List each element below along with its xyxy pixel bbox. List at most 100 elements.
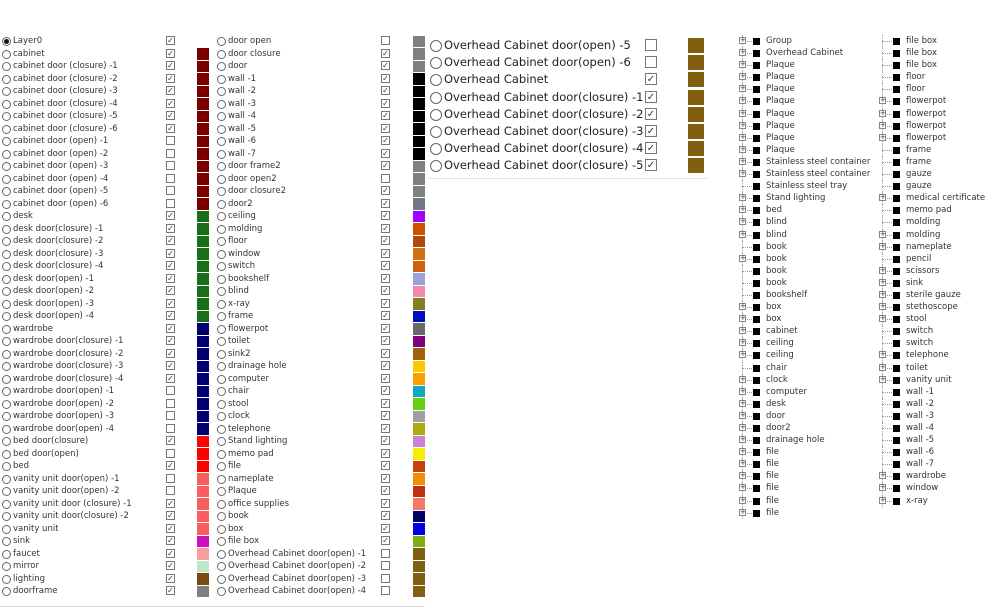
layer-visible-checkbox[interactable]: ✓ [166, 336, 175, 345]
expand-icon[interactable]: + [739, 217, 746, 226]
layer-visible-checkbox[interactable]: ✓ [381, 286, 390, 295]
layer-row[interactable]: frame ✓ [215, 310, 430, 323]
tree-node[interactable]: book [735, 264, 875, 277]
layer-color-swatch[interactable] [413, 123, 425, 135]
current-layer-radio[interactable] [2, 124, 11, 134]
expand-icon[interactable]: + [879, 362, 886, 371]
layer-visible-checkbox[interactable]: ✓ [381, 361, 390, 370]
expand-icon[interactable]: + [739, 120, 746, 129]
layer-row[interactable]: desk ✓ [0, 210, 215, 223]
layer-row[interactable]: faucet ✓ [0, 548, 215, 561]
layer-color-swatch[interactable] [413, 498, 425, 510]
layer-visible-checkbox[interactable]: ✓ [166, 348, 175, 358]
expand-icon[interactable]: + [739, 326, 746, 335]
layer-visible-checkbox[interactable]: ✓ [381, 223, 390, 233]
layer-color-swatch[interactable] [688, 141, 704, 157]
layer-row[interactable]: desk door(open) -1 ✓ [0, 273, 215, 286]
layer-visible-checkbox[interactable]: ✓ [166, 298, 175, 308]
current-layer-radio[interactable] [217, 537, 226, 546]
layer-visible-checkbox[interactable] [645, 56, 657, 69]
layer-color-swatch[interactable] [688, 38, 704, 53]
current-layer-radio[interactable] [217, 374, 226, 384]
expand-icon[interactable]: + [739, 410, 746, 419]
layer-color-swatch[interactable] [197, 548, 209, 560]
layer-visible-checkbox[interactable]: ✓ [381, 298, 390, 308]
layer-visible-checkbox[interactable]: ✓ [381, 148, 390, 158]
layer-row[interactable]: window ✓ [215, 248, 430, 261]
current-layer-radio[interactable] [217, 524, 226, 534]
layer-row[interactable]: wardrobe door(open) -1 [0, 385, 215, 398]
layer-color-swatch[interactable] [197, 198, 209, 210]
layer-row[interactable]: Overhead Cabinet door(open) -2 [215, 560, 430, 573]
layer-row[interactable]: Overhead Cabinet door(closure) -2 ✓ [428, 106, 708, 123]
layer-visible-checkbox[interactable] [381, 586, 390, 595]
current-layer-radio[interactable] [217, 162, 226, 171]
layer-visible-checkbox[interactable]: ✓ [381, 311, 390, 320]
tree-node[interactable]: wall -2 [875, 397, 997, 410]
expand-icon[interactable]: + [739, 374, 746, 383]
current-layer-radio[interactable] [217, 212, 226, 221]
layer-row[interactable]: desk door(open) -4 ✓ [0, 310, 215, 323]
expand-icon[interactable]: + [739, 60, 746, 69]
layer-visible-checkbox[interactable]: ✓ [645, 159, 657, 172]
layer-color-swatch[interactable] [197, 273, 209, 285]
tree-node[interactable]: memo pad [875, 204, 997, 217]
current-layer-radio[interactable] [2, 312, 11, 321]
layer-visible-checkbox[interactable]: ✓ [166, 236, 175, 245]
layer-color-swatch[interactable] [197, 36, 209, 48]
current-layer-radio[interactable] [217, 574, 226, 584]
layer-row[interactable]: wall -2 ✓ [215, 85, 430, 98]
tree-node[interactable]: file box [875, 35, 997, 47]
current-layer-radio[interactable] [217, 99, 226, 109]
layer-row[interactable]: Overhead Cabinet ✓ [428, 71, 708, 88]
layer-visible-checkbox[interactable]: ✓ [166, 223, 175, 233]
tree-node[interactable]: + clock [735, 373, 875, 386]
layer-color-swatch[interactable] [413, 235, 425, 247]
layer-visible-checkbox[interactable]: ✓ [381, 423, 390, 433]
layer-color-swatch[interactable] [197, 235, 209, 247]
layer-row[interactable]: wardrobe door(closure) -4 ✓ [0, 373, 215, 386]
current-layer-radio[interactable] [217, 337, 226, 346]
current-layer-radio[interactable] [2, 524, 11, 534]
layer-row[interactable]: Overhead Cabinet door(closure) -1 ✓ [428, 89, 708, 106]
current-layer-radio[interactable] [217, 137, 226, 146]
layer-row[interactable]: desk door(closure) -2 ✓ [0, 235, 215, 248]
layer-visible-checkbox[interactable]: ✓ [381, 373, 390, 383]
current-layer-radio[interactable] [2, 424, 11, 434]
expand-icon[interactable]: + [739, 229, 746, 238]
layer-row[interactable]: wall -7 ✓ [215, 148, 430, 161]
current-layer-radio[interactable] [2, 249, 11, 259]
layer-color-swatch[interactable] [688, 158, 704, 174]
layer-visible-checkbox[interactable]: ✓ [381, 386, 390, 395]
layer-visible-checkbox[interactable]: ✓ [381, 511, 390, 520]
current-layer-radio[interactable] [2, 112, 11, 121]
layer-visible-checkbox[interactable] [166, 473, 175, 483]
layer-visible-checkbox[interactable]: ✓ [166, 586, 175, 595]
current-layer-radio[interactable] [2, 437, 11, 446]
layer-color-swatch[interactable] [197, 248, 209, 260]
layer-row[interactable]: cabinet door (closure) -1 ✓ [0, 60, 215, 73]
current-layer-radio[interactable] [2, 337, 11, 346]
layer-row[interactable]: ceiling ✓ [215, 210, 430, 223]
layer-visible-checkbox[interactable]: ✓ [381, 336, 390, 345]
layer-color-swatch[interactable] [413, 423, 425, 435]
tree-node[interactable]: switch [875, 325, 997, 338]
layer-visible-checkbox[interactable]: ✓ [166, 548, 175, 558]
layer-color-swatch[interactable] [197, 173, 209, 185]
layer-visible-checkbox[interactable] [381, 36, 390, 45]
current-layer-radio[interactable] [217, 312, 226, 321]
layer-color-swatch[interactable] [197, 285, 209, 297]
tree-node[interactable]: + x-ray [875, 494, 997, 507]
layer-color-swatch[interactable] [197, 573, 209, 585]
layer-row[interactable]: wall -4 ✓ [215, 110, 430, 123]
current-layer-radio[interactable] [2, 237, 11, 246]
current-layer-radio[interactable] [217, 262, 226, 271]
layer-row[interactable]: bed door(open) [0, 448, 215, 461]
layer-row[interactable]: wardrobe door(open) -2 [0, 398, 215, 411]
current-layer-radio[interactable] [2, 74, 11, 84]
layer-color-swatch[interactable] [413, 285, 425, 297]
expand-icon[interactable]: + [879, 302, 886, 311]
layer-row[interactable]: wardrobe ✓ [0, 323, 215, 336]
expand-icon[interactable]: + [879, 193, 886, 202]
layer-visible-checkbox[interactable] [381, 561, 390, 570]
